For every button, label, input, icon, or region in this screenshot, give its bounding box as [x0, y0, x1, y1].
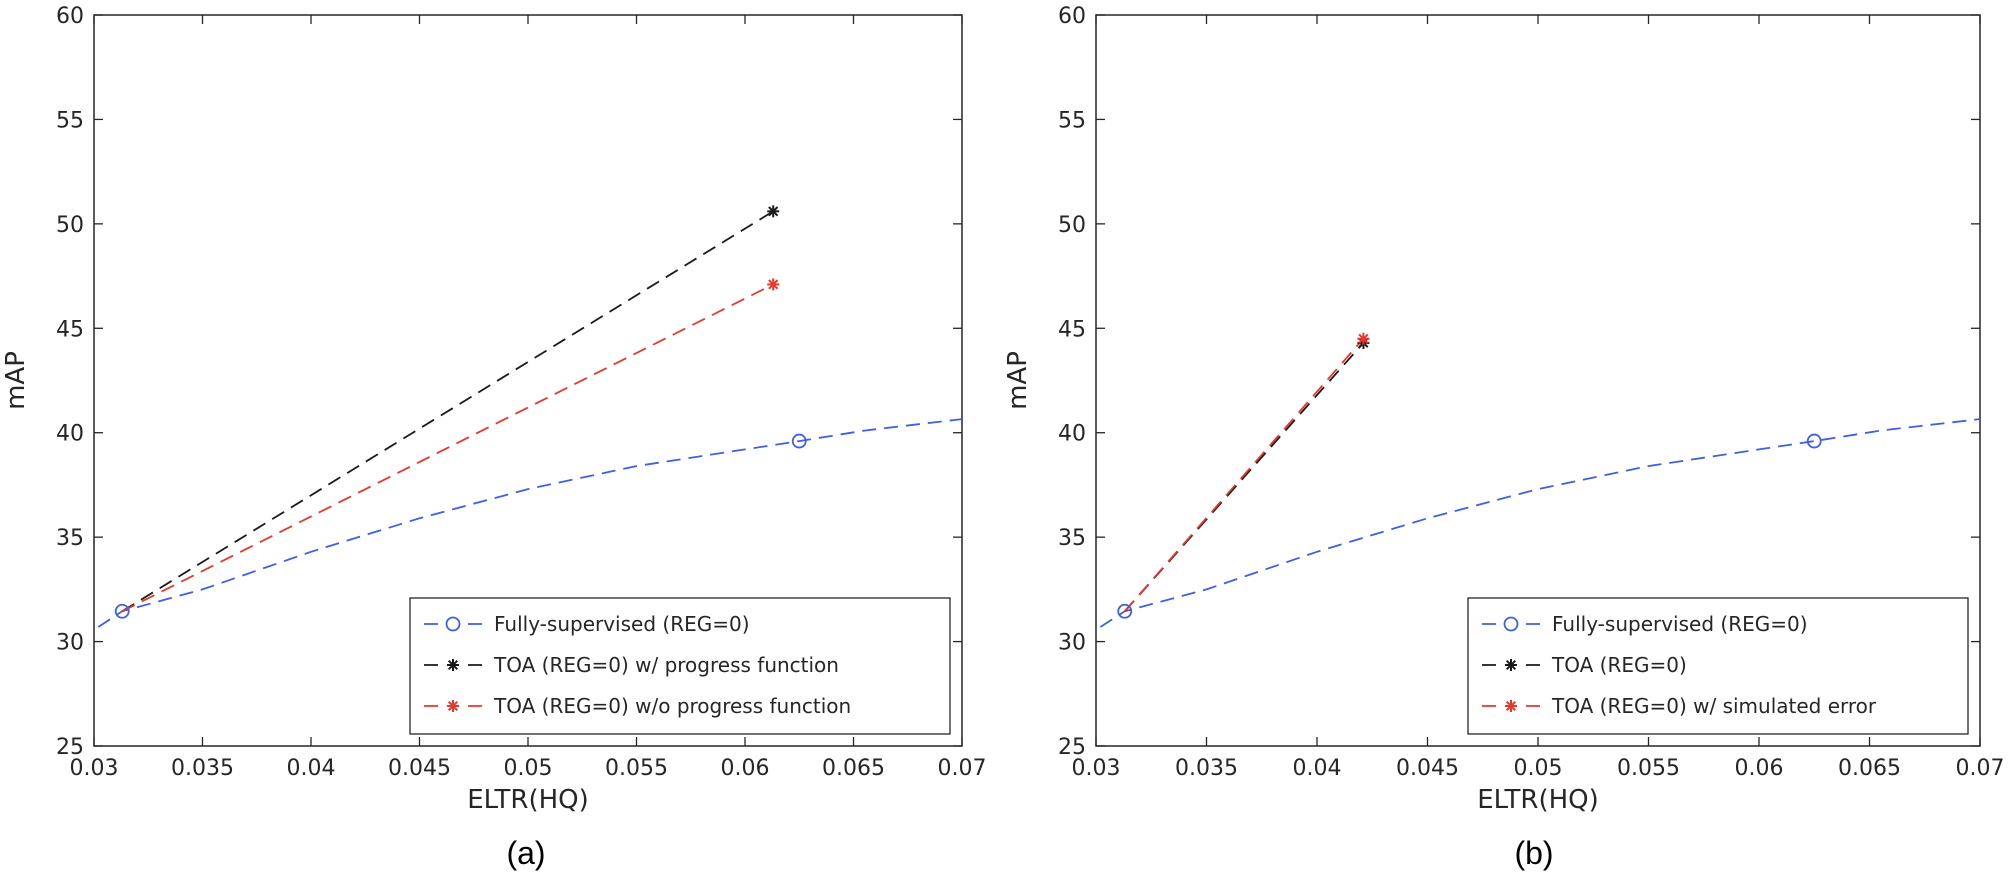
chart-panel-b: 0.03 0.035 0.04 0.045 0.05 0.055 0.06 0.065 0.07… — [1003, 4, 2004, 871]
asterisk-marker — [1357, 332, 1370, 345]
x-tick-label: 0.07 — [1956, 756, 2005, 781]
series-line-1 — [1124, 342, 1365, 612]
x-tick-label: 0.06 — [721, 756, 770, 781]
legend-item: Fully-supervised (REG=0) — [424, 612, 750, 636]
legend: Fully-supervised (REG=0) TOA (REG=0) w/ p… — [409, 597, 951, 735]
series-line-2 — [1124, 338, 1365, 612]
legend-label: Fully-supervised (REG=0) — [494, 612, 750, 636]
y-tick-label: 35 — [56, 526, 84, 551]
legend-item: TOA (REG=0) w/ progress function — [424, 653, 839, 677]
series-line-1 — [121, 210, 774, 613]
y-tick-label: 40 — [56, 422, 84, 447]
y-tick-label: 35 — [1058, 526, 1086, 551]
legend-box — [1467, 597, 1969, 735]
y-tick-label: 50 — [56, 213, 84, 238]
legend-item: Fully-supervised (REG=0) — [1482, 612, 1808, 636]
x-tick-label: 0.035 — [1175, 756, 1238, 781]
x-tick-label: 0.04 — [287, 756, 336, 781]
legend-label: TOA (REG=0) w/ progress function — [493, 653, 839, 677]
legend-box — [409, 597, 951, 735]
y-tick-label: 30 — [1058, 631, 1086, 656]
panel-caption: (b) — [1514, 835, 1553, 871]
y-tick-label: 50 — [1058, 213, 1086, 238]
series-line-0 — [97, 418, 962, 628]
asterisk-marker — [1505, 700, 1517, 712]
y-tick-label: 45 — [56, 317, 84, 342]
x-tick-label: 0.065 — [1838, 756, 1901, 781]
circle-marker — [114, 603, 130, 619]
legend-item: TOA (REG=0) w/o progress function — [424, 694, 851, 718]
asterisk-marker — [767, 278, 780, 291]
y-tick-label: 55 — [56, 108, 84, 133]
y-tick-label: 60 — [56, 4, 84, 29]
y-tick-label: 25 — [1058, 735, 1086, 760]
legend-item: TOA (REG=0) w/ simulated error — [1482, 694, 1877, 718]
x-tick-label: 0.05 — [1514, 756, 1563, 781]
y-axis-label: mAP — [1003, 351, 1033, 410]
legend-circle-marker — [445, 616, 461, 632]
asterisk-marker — [447, 659, 459, 671]
legend-label: TOA (REG=0) w/o progress function — [493, 694, 851, 718]
series-line-2 — [121, 283, 774, 613]
x-axis-label: ELTR(HQ) — [1477, 785, 1599, 815]
asterisk-marker — [447, 700, 459, 712]
chart-panel-a: 0.03 0.035 0.04 0.045 0.05 0.055 0.06 0.065 0.07… — [1, 4, 986, 871]
asterisk-marker — [1505, 659, 1517, 671]
legend-label: TOA (REG=0) w/ simulated error — [1551, 694, 1877, 718]
legend-label: Fully-supervised (REG=0) — [1552, 612, 1808, 636]
asterisk-marker — [767, 205, 780, 218]
y-tick-label: 40 — [1058, 422, 1086, 447]
legend-label: TOA (REG=0) — [1551, 653, 1687, 677]
x-tick-label: 0.045 — [388, 756, 451, 781]
x-tick-label: 0.035 — [171, 756, 234, 781]
x-tick-label: 0.04 — [1293, 756, 1342, 781]
legend-item: TOA (REG=0) — [1482, 653, 1687, 677]
x-tick-label: 0.065 — [822, 756, 885, 781]
y-axis-label: mAP — [1, 351, 31, 410]
x-tick-label: 0.055 — [605, 756, 668, 781]
x-tick-label: 0.03 — [70, 756, 119, 781]
x-axis-label: ELTR(HQ) — [467, 785, 589, 815]
y-tick-label: 55 — [1058, 108, 1086, 133]
y-tick-label: 45 — [1058, 317, 1086, 342]
x-tick-label: 0.05 — [504, 756, 553, 781]
y-tick-label: 25 — [56, 735, 84, 760]
y-tick-label: 30 — [56, 631, 84, 656]
x-tick-label: 0.055 — [1617, 756, 1680, 781]
x-tick-label: 0.06 — [1735, 756, 1784, 781]
legend: Fully-supervised (REG=0) TOA (REG=0) TOA (… — [1467, 597, 1969, 735]
x-tick-label: 0.03 — [1072, 756, 1121, 781]
circle-marker — [1806, 433, 1822, 449]
legend-circle-marker — [1503, 616, 1519, 632]
circle-marker — [791, 433, 807, 449]
x-tick-label: 0.07 — [938, 756, 987, 781]
x-tick-label: 0.045 — [1396, 756, 1459, 781]
circle-marker — [1117, 603, 1133, 619]
y-tick-label: 60 — [1058, 4, 1086, 29]
panel-caption: (a) — [506, 835, 545, 871]
